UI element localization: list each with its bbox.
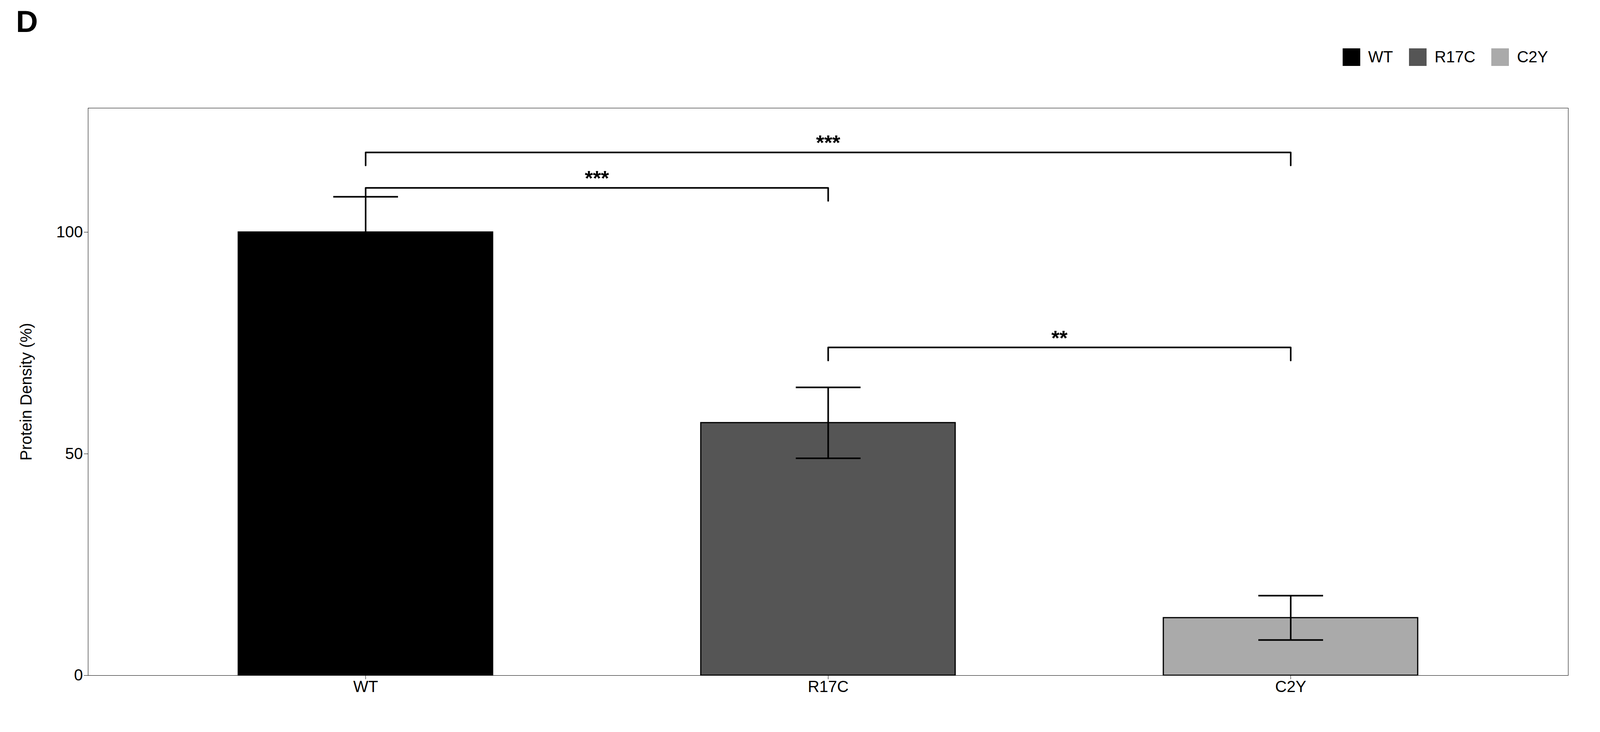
html-text:C2Y: C2Y [1516,47,1549,66]
svg-text:***: *** [815,131,841,155]
svg-text:50: 50 [65,444,84,463]
svg-text:100: 100 [56,222,84,241]
svg-text:WT: WT [353,677,379,696]
svg-text:**: ** [1051,326,1068,350]
svg-text:0: 0 [73,666,83,684]
html-text:R17C: R17C [1434,47,1476,66]
html-text:WT: WT [1368,47,1393,66]
svg-text:***: *** [584,166,609,190]
html-text:D: D [15,4,38,39]
svg-text:R17C: R17C [807,677,849,696]
svg-text:C2Y: C2Y [1275,677,1307,696]
svg-text:Protein Density (%): Protein Density (%) [17,322,35,461]
